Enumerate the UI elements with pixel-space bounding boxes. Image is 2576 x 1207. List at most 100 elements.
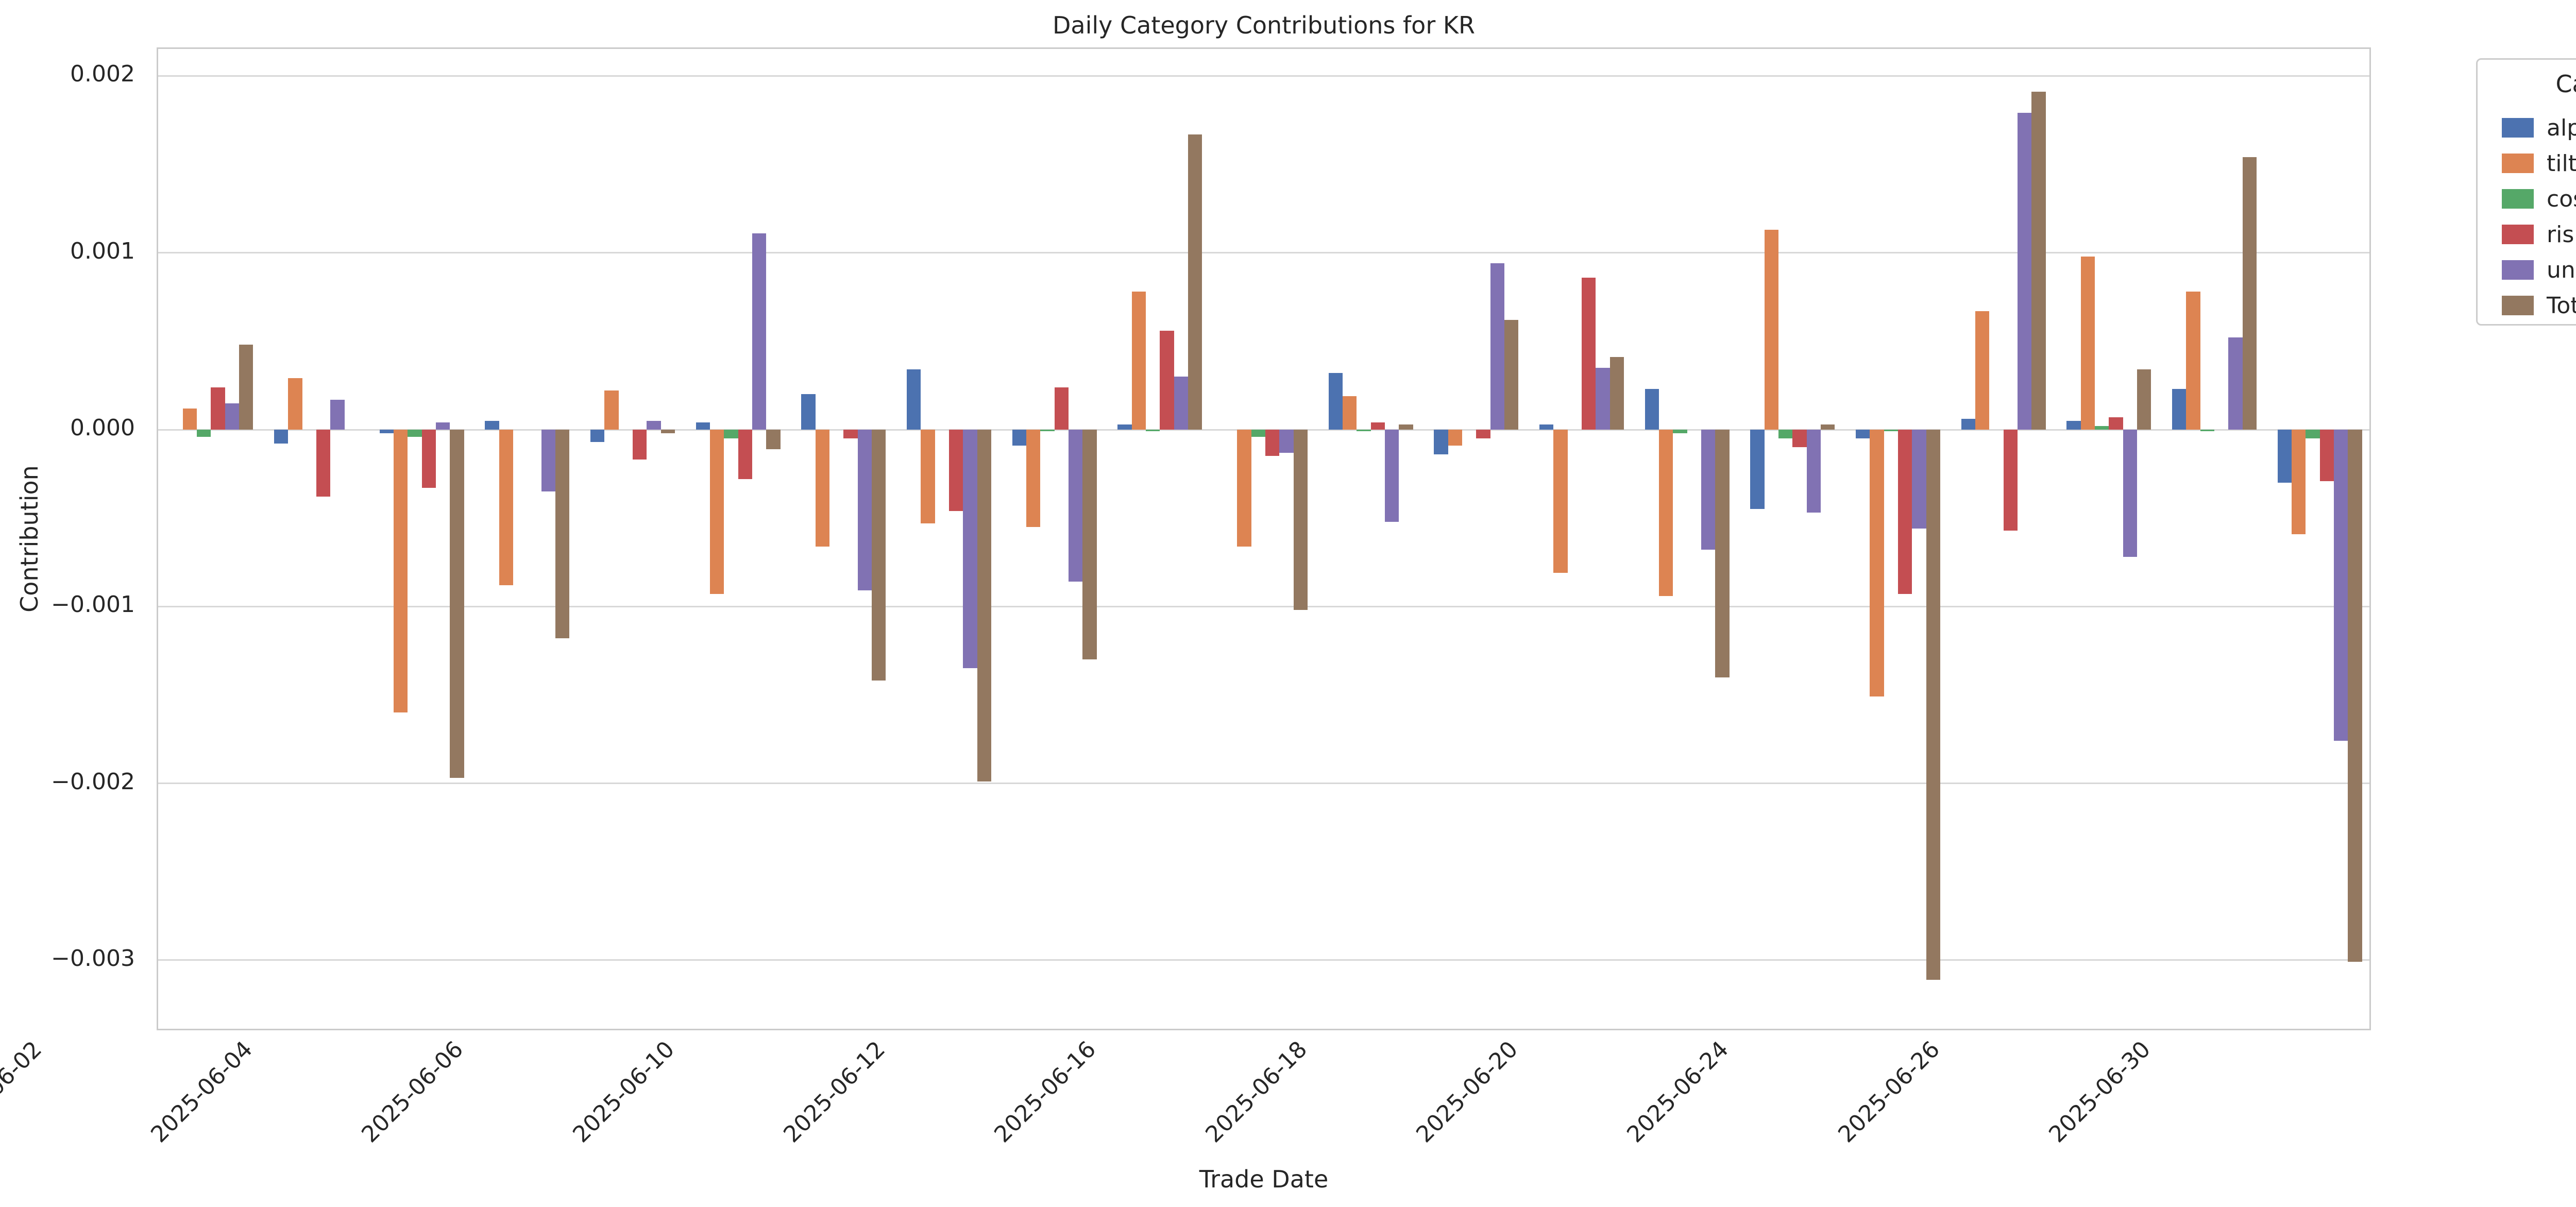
bar-alpha_total-2025-06-25 <box>1961 419 1976 430</box>
bar-unexplained-2025-06-19 <box>1596 367 1610 430</box>
x-tick-label: 2025-06-12 <box>778 1036 891 1148</box>
legend-swatch-Total <box>2502 296 2534 315</box>
bar-cost-2025-06-17 <box>1357 430 1371 432</box>
y-tick-label: −0.003 <box>51 945 135 972</box>
legend-swatch-tilt_total <box>2502 154 2534 173</box>
bar-tilt_total-2025-06-18 <box>1448 430 1463 446</box>
plot-area <box>157 47 2371 1030</box>
bar-unexplained-2025-06-18 <box>1490 263 1504 430</box>
legend-swatch-alpha_total <box>2502 118 2534 138</box>
x-tick-label: 2025-06-24 <box>1622 1036 1734 1148</box>
gridline <box>158 75 2369 77</box>
bar-unexplained-2025-06-05 <box>541 430 555 492</box>
bar-Total-2025-06-16 <box>1293 430 1308 610</box>
bar-unexplained-2025-06-26 <box>2123 430 2137 557</box>
bar-cost-2025-06-23 <box>1778 430 1793 439</box>
bar-unexplained-2025-06-13 <box>1174 377 1188 430</box>
bar-unexplained-2025-06-06 <box>647 420 661 430</box>
bar-Total-2025-06-17 <box>1399 424 1413 430</box>
x-axis-label: Trade Date <box>1199 1165 1329 1193</box>
bar-cost-2025-06-30 <box>2306 430 2320 439</box>
bar-unexplained-2025-06-17 <box>1384 430 1399 522</box>
gridline <box>158 959 2369 961</box>
bar-tilt_total-2025-06-19 <box>1553 430 1568 573</box>
bar-cost-2025-06-13 <box>1146 430 1160 432</box>
legend-entry-Total: Total <box>2478 288 2576 324</box>
bar-Total-2025-06-23 <box>1820 424 1835 430</box>
bar-Total-2025-06-11 <box>977 430 991 782</box>
bar-unexplained-2025-06-03 <box>330 399 345 430</box>
legend-label: unexplained <box>2547 257 2576 283</box>
legend-entry-risk_exposure: risk_exposure <box>2478 217 2576 252</box>
bar-Total-2025-06-10 <box>871 430 886 681</box>
bar-unexplained-2025-06-16 <box>1279 430 1294 453</box>
bar-alpha_total-2025-06-04 <box>379 430 394 433</box>
bar-alpha_total-2025-06-12 <box>1012 430 1027 446</box>
x-tick-label: 2025-06-06 <box>357 1036 469 1148</box>
legend-label: alpha_total <box>2547 115 2576 141</box>
bar-alpha_total-2025-06-09 <box>696 422 710 430</box>
bar-alpha_total-2025-06-26 <box>2066 420 2081 430</box>
bar-tilt_total-2025-06-20 <box>1659 430 1673 596</box>
bar-cost-2025-06-12 <box>1040 430 1055 432</box>
legend: Category alpha_total tilt_totalcost risk_e… <box>2476 58 2576 326</box>
bar-unexplained-2025-06-12 <box>1068 430 1083 582</box>
bar-Total-2025-06-18 <box>1504 320 1519 430</box>
legend-entry-unexplained: unexplained <box>2478 252 2576 288</box>
bar-Total-2025-06-13 <box>1188 134 1202 430</box>
bar-risk_exposure-2025-06-24 <box>1898 430 1912 594</box>
bar-risk_exposure-2025-06-10 <box>843 430 858 439</box>
bar-alpha_total-2025-06-10 <box>801 394 816 430</box>
bar-Total-2025-06-26 <box>2137 369 2151 430</box>
bar-risk_exposure-2025-06-25 <box>2003 430 2018 531</box>
bar-Total-2025-06-20 <box>1715 430 1730 677</box>
bar-unexplained-2025-06-30 <box>2333 430 2348 741</box>
x-tick-label: 2025-06-02 <box>0 1036 47 1148</box>
gridline <box>158 783 2369 785</box>
bar-tilt_total-2025-06-16 <box>1237 430 1251 547</box>
bar-tilt_total-2025-06-25 <box>1975 311 1990 430</box>
y-tick-label: 0.002 <box>70 61 135 88</box>
bar-tilt_total-2025-06-24 <box>1870 430 1884 697</box>
legend-swatch-unexplained <box>2502 260 2534 280</box>
bar-risk_exposure-2025-06-19 <box>1582 277 1596 430</box>
bar-tilt_total-2025-06-06 <box>604 390 619 430</box>
bar-Total-2025-06-09 <box>766 430 781 449</box>
bar-tilt_total-2025-06-05 <box>499 430 514 586</box>
legend-entry-alpha_total: alpha_total <box>2478 110 2576 146</box>
y-tick-label: 0.001 <box>70 237 135 264</box>
bar-unexplained-2025-06-10 <box>857 430 872 591</box>
bar-alpha_total-2025-06-03 <box>274 430 289 444</box>
x-tick-label: 2025-06-04 <box>146 1036 258 1148</box>
chart-title: Daily Category Contributions for KR <box>1053 11 1475 39</box>
bar-alpha_total-2025-06-18 <box>1434 430 1448 455</box>
bar-unexplained-2025-06-02 <box>225 403 239 430</box>
bar-risk_exposure-2025-06-09 <box>738 430 752 480</box>
bar-risk_exposure-2025-06-06 <box>633 430 647 460</box>
bar-tilt_total-2025-06-02 <box>182 408 197 430</box>
bar-cost-2025-06-24 <box>1884 430 1898 432</box>
x-tick-label: 2025-06-20 <box>1411 1036 1523 1148</box>
bar-tilt_total-2025-06-26 <box>2080 256 2095 430</box>
bar-alpha_total-2025-06-06 <box>590 430 605 443</box>
bar-risk_exposure-2025-06-04 <box>421 430 436 488</box>
bar-tilt_total-2025-06-13 <box>1131 292 1146 430</box>
bar-risk_exposure-2025-06-30 <box>2319 430 2334 481</box>
bar-unexplained-2025-06-23 <box>1806 430 1821 513</box>
x-tick-label: 2025-06-10 <box>567 1036 680 1148</box>
y-tick-label: −0.001 <box>51 591 135 618</box>
bar-risk_exposure-2025-06-26 <box>2109 417 2123 430</box>
bar-Total-2025-06-25 <box>2031 92 2046 430</box>
bar-unexplained-2025-06-25 <box>2017 113 2032 430</box>
bar-cost-2025-06-09 <box>724 430 738 439</box>
bar-risk_exposure-2025-06-11 <box>949 430 963 511</box>
x-tick-label: 2025-06-18 <box>1200 1036 1312 1148</box>
legend-swatch-risk_exposure <box>2502 225 2534 244</box>
bar-Total-2025-06-02 <box>239 345 253 430</box>
bar-unexplained-2025-06-20 <box>1701 430 1716 550</box>
bar-risk_exposure-2025-06-17 <box>1370 422 1385 430</box>
bar-alpha_total-2025-06-05 <box>485 420 499 430</box>
bar-Total-2025-06-06 <box>660 430 675 433</box>
bar-unexplained-2025-06-09 <box>752 233 767 430</box>
bar-unexplained-2025-06-24 <box>1912 430 1926 529</box>
